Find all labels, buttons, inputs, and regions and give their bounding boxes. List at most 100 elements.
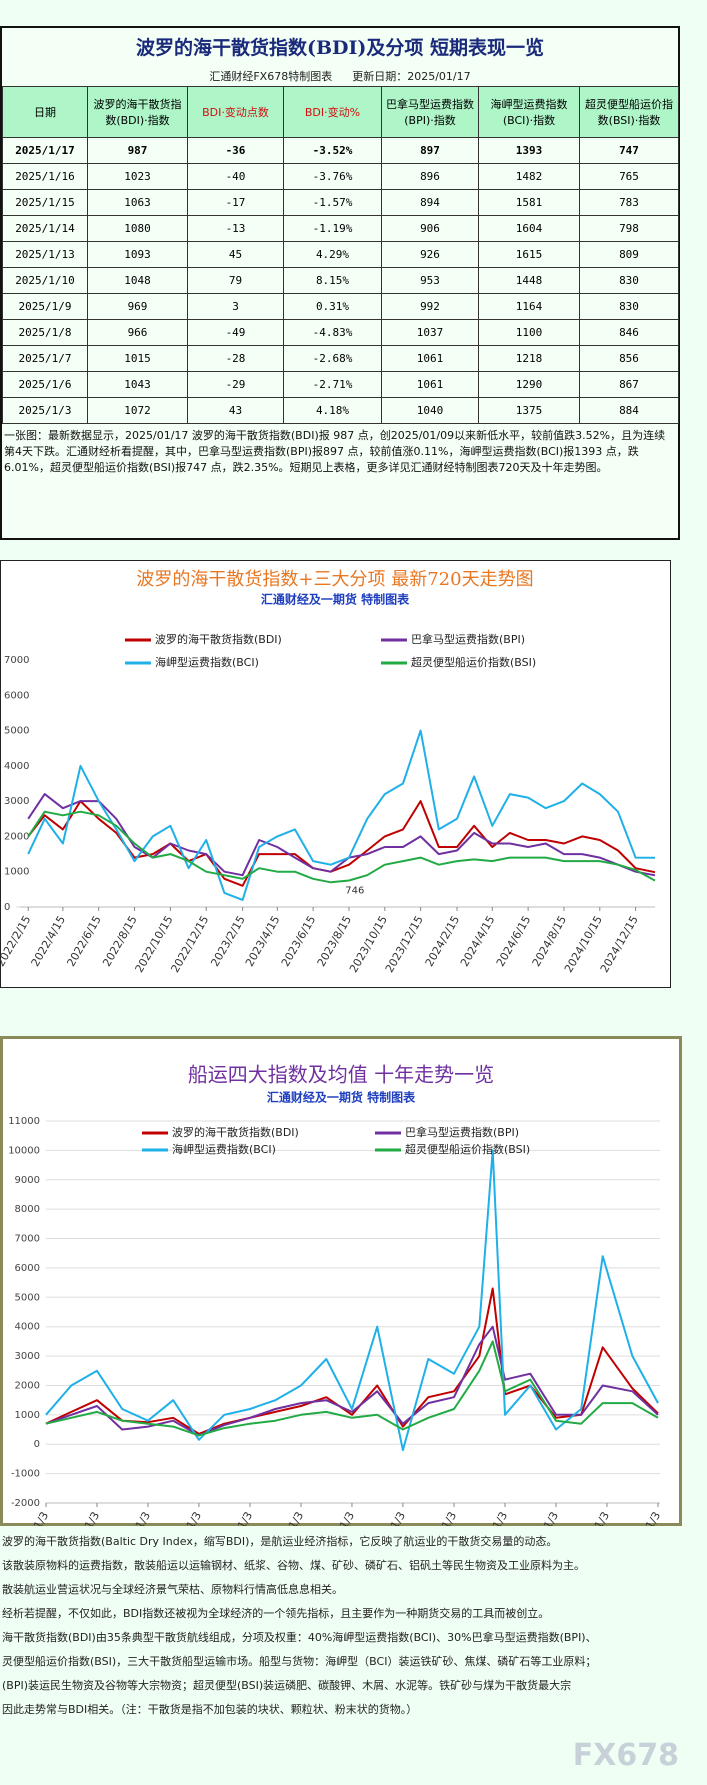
table-cell: 4.29% bbox=[283, 241, 382, 268]
table-cell: 2025/1/14 bbox=[2, 215, 88, 242]
table-cell: 1037 bbox=[381, 319, 479, 346]
table-cell: 2025/1/13 bbox=[2, 241, 88, 268]
table-cell: 1164 bbox=[478, 293, 580, 320]
table-cell: 1015 bbox=[87, 345, 188, 372]
column-header: 波罗的海干散货指数(BDI)·指数 bbox=[87, 86, 188, 138]
chart-subtitle: 汇通财经及一期货 特制图表 bbox=[261, 592, 410, 607]
table-cell: 2025/1/16 bbox=[2, 163, 88, 190]
series-line bbox=[27, 729, 656, 901]
table-cell: 2025/1/6 bbox=[2, 371, 88, 398]
table-cell: 1290 bbox=[478, 371, 580, 398]
series-line bbox=[27, 793, 656, 877]
chart-frame bbox=[0, 1036, 682, 1526]
table-cell: 1061 bbox=[381, 371, 479, 398]
footer-line: 因此走势常与BDI相关。（注：干散货是指不加包装的块状、颗粒状、粉末状的货物。） bbox=[2, 1703, 418, 1716]
footer-line: 波罗的海干散货指数(Baltic Dry Index，缩写BDI)，是航运业经济… bbox=[2, 1535, 558, 1548]
table-cell: 2025/1/8 bbox=[2, 319, 88, 346]
table-cell: 45 bbox=[187, 241, 284, 268]
y-tick-label: -2000 bbox=[11, 1498, 40, 1509]
table-cell: 783 bbox=[579, 189, 679, 216]
table-cell: -4.83% bbox=[283, 319, 382, 346]
series-line bbox=[45, 1149, 659, 1452]
table-cell: -2.68% bbox=[283, 345, 382, 372]
table-cell: 1043 bbox=[87, 371, 188, 398]
table-row: 2025/1/15 1063 -17 -1.57% 894 1581 783 bbox=[2, 189, 679, 216]
table-cell: 894 bbox=[381, 189, 479, 216]
y-tick-label: 1000 bbox=[15, 1410, 40, 1421]
table-cell: 1093 bbox=[87, 241, 188, 268]
table-cell: 2025/1/3 bbox=[2, 397, 88, 424]
y-tick-label: 4000 bbox=[15, 1322, 40, 1333]
y-tick-label: 2000 bbox=[15, 1380, 40, 1391]
table-cell: 1072 bbox=[87, 397, 188, 424]
chart-title: 波罗的海干散货指数+三大分项 最新720天走势图 bbox=[136, 569, 533, 590]
table-cell: -1.19% bbox=[283, 215, 382, 242]
series-line bbox=[27, 800, 656, 887]
table-cell: 798 bbox=[579, 215, 679, 242]
table-cell: 926 bbox=[381, 241, 479, 268]
table-cell: 896 bbox=[381, 163, 479, 190]
legend-label: 波罗的海干散货指数(BDI) bbox=[155, 632, 282, 646]
table-cell: 809 bbox=[579, 241, 679, 268]
column-header: 海岬型运费指数(BCI)·指数 bbox=[478, 86, 580, 138]
column-header: 巴拿马型运费指数(BPI)·指数 bbox=[381, 86, 479, 138]
table-cell: 1063 bbox=[87, 189, 188, 216]
table-cell: 953 bbox=[381, 267, 479, 294]
y-tick-label: 8000 bbox=[15, 1204, 40, 1215]
table-cell: 747 bbox=[579, 137, 679, 164]
table-body: 2025/1/17 987 -36 -3.52% 897 1393 747 2025/1/16… bbox=[2, 137, 679, 424]
table-cell: 2025/1/15 bbox=[2, 189, 88, 216]
table-row: 2025/1/17 987 -36 -3.52% 897 1393 747 bbox=[2, 137, 679, 164]
legend-label: 超灵便型船运价指数(BSI) bbox=[405, 1142, 530, 1156]
table-cell: 43 bbox=[187, 397, 284, 424]
footer-line: 海干散货指数(BDI)由35条典型干散货航线组成，分项及权重：40%海岬型运费指… bbox=[2, 1631, 597, 1644]
footer: 波罗的海干散货指数(Baltic Dry Index，缩写BDI)，是航运业经济… bbox=[0, 1530, 707, 1722]
legend-label: 海岬型运费指数(BCI) bbox=[172, 1142, 276, 1156]
table-cell: 867 bbox=[579, 371, 679, 398]
column-header: BDI·变动点数 bbox=[187, 86, 284, 138]
column-header: 超灵便型船运价指数(BSI)·指数 bbox=[579, 86, 679, 138]
legend-label: 波罗的海干散货指数(BDI) bbox=[172, 1125, 299, 1139]
table-cell: 830 bbox=[579, 293, 679, 320]
table-cell: 1023 bbox=[87, 163, 188, 190]
table-cell: 1061 bbox=[381, 345, 479, 372]
table-cell: 1100 bbox=[478, 319, 580, 346]
y-tick-label: 1000 bbox=[4, 867, 29, 878]
table-cell: 856 bbox=[579, 345, 679, 372]
y-tick-label: 7000 bbox=[15, 1234, 40, 1245]
table-cell: -3.52% bbox=[283, 137, 382, 164]
table-cell: 969 bbox=[87, 293, 188, 320]
updated: 更新日期：2025/01/17 bbox=[352, 70, 471, 83]
series-line bbox=[45, 1325, 659, 1437]
legend-label: 超灵便型船运价指数(BSI) bbox=[411, 655, 536, 669]
footer-line: 灵便型船运价指数(BSI)，三大干散货船型运输市场。船型与货物：海岬型（BCI）… bbox=[2, 1655, 597, 1668]
legend-label: 海岬型运费指数(BCI) bbox=[155, 655, 259, 669]
table-cell: 1393 bbox=[478, 137, 580, 164]
table-cell: -29 bbox=[187, 371, 284, 398]
table-cell: 3 bbox=[187, 293, 284, 320]
table-row: 2025/1/8 966 -49 -4.83% 1037 1100 846 bbox=[2, 319, 679, 346]
table: 日期 波罗的海干散货指数(BDI)·指数 BDI·变动点数 BDI·变动% 巴拿马型运费… bbox=[2, 86, 679, 424]
column-header: 日期 bbox=[2, 86, 88, 138]
table-row: 2025/1/9 969 3 0.31% 992 1164 830 bbox=[2, 293, 679, 320]
y-tick-label: -1000 bbox=[11, 1469, 40, 1480]
table-cell: -17 bbox=[187, 189, 284, 216]
table-cell: 1040 bbox=[381, 397, 479, 424]
table-cell: 1048 bbox=[87, 267, 188, 294]
footer-line: 该散装原物料的运费指数，散装船运以运输钢材、纸浆、谷物、煤、矿砂、磷矿石、铝矾土… bbox=[2, 1559, 585, 1572]
table-cell: 906 bbox=[381, 215, 479, 242]
y-tick-label: 2000 bbox=[4, 831, 29, 842]
table-cell: 2025/1/10 bbox=[2, 267, 88, 294]
table-cell: 1581 bbox=[478, 189, 580, 216]
y-tick-label: 11000 bbox=[8, 1116, 40, 1127]
table-subtitle: 汇通财经FX678特制图表 更新日期：2025/01/17 bbox=[2, 68, 678, 86]
table-cell: 1615 bbox=[478, 241, 580, 268]
watermark: FX678 bbox=[572, 1738, 679, 1773]
table-panel: 波罗的海干散货指数(BDI)及分项 短期表现一览 汇通财经FX678特制图表 更新… bbox=[0, 26, 680, 540]
table-cell: -13 bbox=[187, 215, 284, 242]
header-row: 日期 波罗的海干散货指数(BDI)·指数 BDI·变动点数 BDI·变动% 巴拿马型运费… bbox=[2, 86, 679, 138]
y-tick-label: 6000 bbox=[15, 1263, 40, 1274]
